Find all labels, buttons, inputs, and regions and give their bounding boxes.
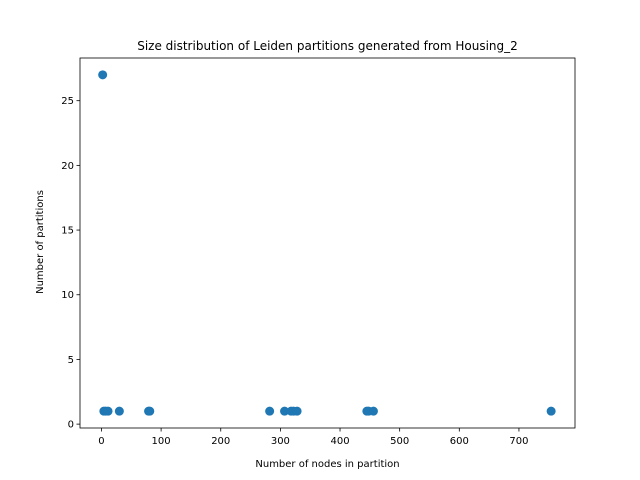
y-tick-label-0: 0 (68, 420, 74, 431)
y-axis-label: Number of partitions (35, 190, 46, 294)
x-tick-label-200: 200 (211, 436, 230, 447)
x-tick-label-700: 700 (509, 436, 528, 447)
plot-area: 0 100 200 300 400 500 600 700 0 5 10 15 20 25 (61, 57, 576, 447)
y-tick-label-25: 25 (61, 96, 74, 107)
x-tick-label-500: 500 (390, 436, 409, 447)
data-point-3 (103, 406, 113, 416)
x-tick-label-600: 600 (450, 436, 469, 447)
y-tick-label-20: 20 (61, 161, 74, 172)
x-tick-label-300: 300 (271, 436, 290, 447)
y-tick-label-5: 5 (68, 355, 74, 366)
axes-frame (79, 57, 576, 429)
x-tick-label-400: 400 (330, 436, 349, 447)
data-point-15 (546, 406, 556, 416)
data-point-14 (368, 406, 378, 416)
x-tick-label-100: 100 (152, 436, 171, 447)
data-point-4 (114, 406, 124, 416)
chart-title: Size distribution of Leiden partitions g… (137, 39, 518, 53)
data-point-7 (265, 406, 275, 416)
data-point-6 (145, 406, 155, 416)
data-point-11 (292, 406, 302, 416)
y-tick-label-15: 15 (61, 226, 74, 237)
data-point-0 (98, 70, 108, 80)
x-tick-label-0: 0 (98, 436, 104, 447)
x-axis-label: Number of nodes in partition (255, 459, 399, 470)
data-point-8 (280, 406, 290, 416)
y-tick-label-10: 10 (61, 290, 74, 301)
